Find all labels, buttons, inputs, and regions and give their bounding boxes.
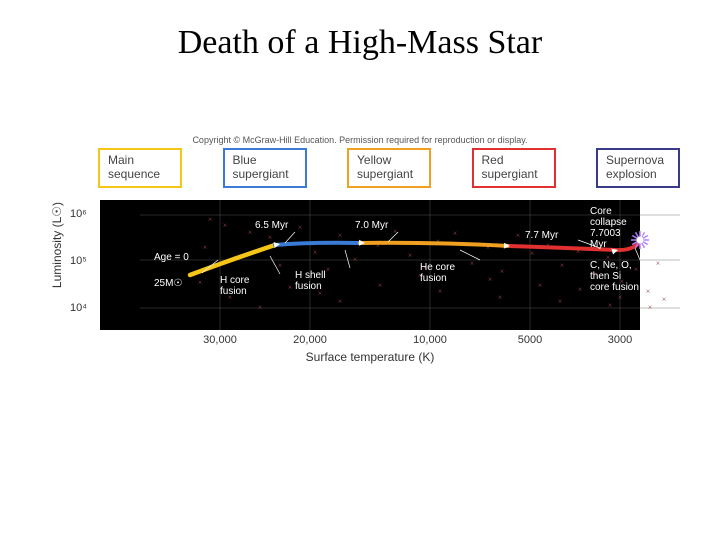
svg-text:×: × bbox=[408, 251, 413, 260]
svg-text:×: × bbox=[646, 287, 651, 296]
svg-text:×: × bbox=[618, 293, 623, 302]
svg-text:×: × bbox=[248, 228, 253, 237]
svg-text:×: × bbox=[313, 248, 318, 257]
svg-text:×: × bbox=[578, 285, 583, 294]
svg-text:×: × bbox=[203, 243, 208, 252]
svg-text:×: × bbox=[656, 259, 661, 268]
copyright-text: Copyright © McGraw-Hill Education. Permi… bbox=[0, 135, 720, 145]
legend-item-2: Yellow supergiant bbox=[347, 148, 431, 188]
svg-text:×: × bbox=[498, 293, 503, 302]
svg-text:×: × bbox=[470, 259, 475, 268]
x-tick-0: 30,000 bbox=[203, 334, 237, 346]
legend-item-3: Red supergiant bbox=[472, 148, 556, 188]
y-axis-label: Luminosity (L☉) bbox=[50, 202, 64, 288]
svg-text:×: × bbox=[208, 215, 213, 224]
legend-item-4: Supernova explosion bbox=[596, 148, 680, 188]
annotation-3: Core collapse 7.7003 Myr bbox=[590, 206, 640, 250]
legend-row: Main sequence Blue supergiant Yellow super… bbox=[98, 148, 680, 188]
svg-text:×: × bbox=[486, 243, 491, 252]
svg-text:×: × bbox=[648, 303, 653, 312]
svg-text:×: × bbox=[298, 223, 303, 232]
svg-text:×: × bbox=[500, 267, 505, 276]
x-axis-label: Surface temperature (K) bbox=[100, 350, 640, 364]
annotation-1: 7.0 Myr bbox=[355, 220, 388, 231]
svg-text:×: × bbox=[233, 253, 238, 262]
svg-text:×: × bbox=[662, 295, 667, 304]
annotation-4: Age = 0 bbox=[154, 252, 189, 263]
hr-diagram-chart: Luminosity (L☉) ××××××××××××××××××××××××… bbox=[60, 200, 660, 370]
annotation-7: H shell fusion bbox=[295, 270, 326, 292]
svg-text:×: × bbox=[438, 287, 443, 296]
annotation-5: 25M☉ bbox=[154, 278, 182, 289]
page-title: Death of a High-Mass Star bbox=[0, 24, 720, 62]
svg-text:×: × bbox=[608, 301, 613, 310]
y-tick-2: 10⁴ bbox=[70, 302, 87, 314]
svg-text:×: × bbox=[376, 241, 381, 250]
svg-text:×: × bbox=[223, 221, 228, 230]
svg-text:×: × bbox=[488, 275, 493, 284]
svg-text:×: × bbox=[258, 303, 263, 312]
legend-item-1: Blue supergiant bbox=[223, 148, 307, 188]
svg-text:×: × bbox=[558, 297, 563, 306]
svg-text:×: × bbox=[453, 229, 458, 238]
svg-text:×: × bbox=[338, 231, 343, 240]
x-tick-3: 5000 bbox=[518, 334, 542, 346]
annotation-2: 7.7 Myr bbox=[525, 230, 558, 241]
x-tick-1: 20,000 bbox=[293, 334, 327, 346]
svg-text:×: × bbox=[353, 255, 358, 264]
x-tick-2: 10,000 bbox=[413, 334, 447, 346]
svg-text:×: × bbox=[278, 261, 283, 270]
svg-text:×: × bbox=[338, 297, 343, 306]
chart-plot-area: ××××××××××××××××××××××××××××××××××××××××… bbox=[100, 200, 640, 330]
svg-text:×: × bbox=[538, 281, 543, 290]
x-tick-4: 3000 bbox=[608, 334, 632, 346]
svg-text:×: × bbox=[393, 227, 398, 236]
svg-text:×: × bbox=[378, 281, 383, 290]
svg-text:×: × bbox=[516, 231, 521, 240]
annotation-9: C, Ne, O, then Si core fusion bbox=[590, 260, 639, 293]
svg-text:×: × bbox=[288, 283, 293, 292]
svg-text:×: × bbox=[326, 265, 331, 274]
svg-text:×: × bbox=[268, 233, 273, 242]
svg-text:×: × bbox=[576, 247, 581, 256]
annotation-8: He core fusion bbox=[420, 262, 455, 284]
annotation-0: 6.5 Myr bbox=[255, 220, 288, 231]
svg-text:×: × bbox=[560, 261, 565, 270]
svg-text:×: × bbox=[436, 237, 441, 246]
legend-item-0: Main sequence bbox=[98, 148, 182, 188]
y-tick-0: 10⁶ bbox=[70, 208, 87, 220]
svg-text:×: × bbox=[198, 278, 203, 287]
svg-text:×: × bbox=[530, 249, 535, 258]
annotation-6: H core fusion bbox=[220, 275, 249, 297]
y-tick-1: 10⁵ bbox=[70, 255, 87, 267]
svg-text:×: × bbox=[546, 241, 551, 250]
